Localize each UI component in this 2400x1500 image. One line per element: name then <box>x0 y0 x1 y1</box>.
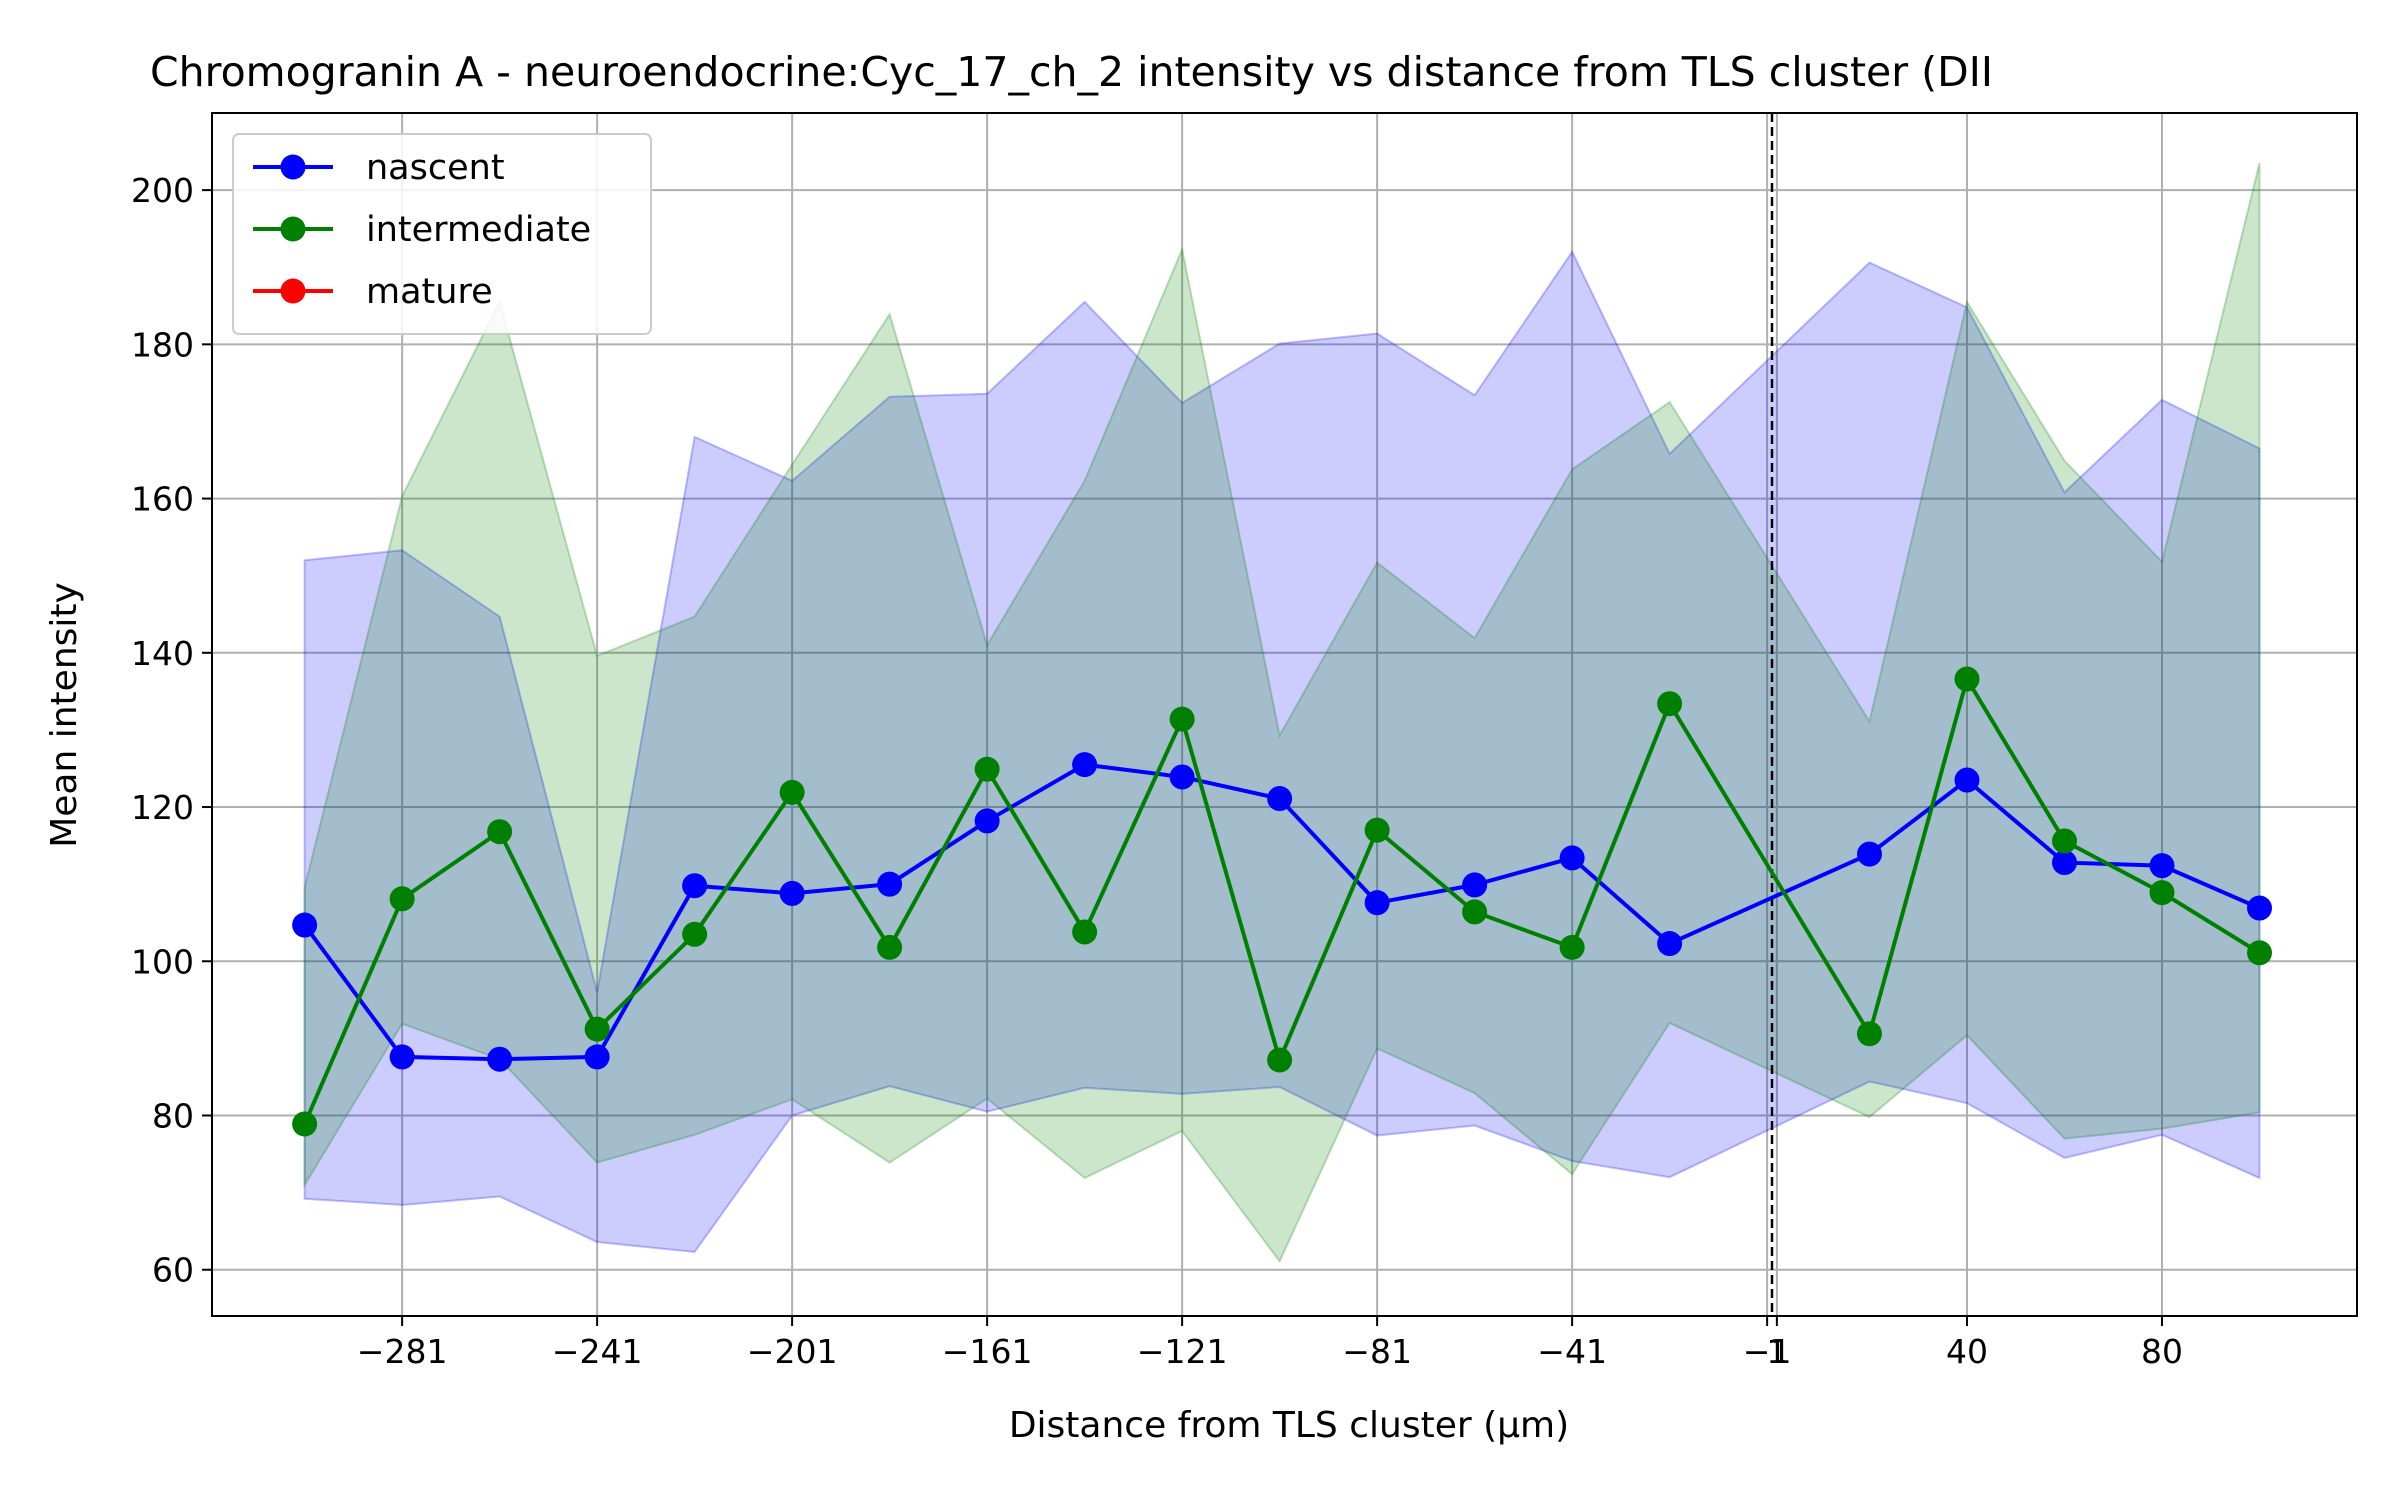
plot-frame <box>211 112 2358 1317</box>
intermediate-point <box>1657 691 1683 717</box>
nascent-point <box>389 1044 415 1070</box>
nascent-point <box>1657 931 1683 957</box>
intermediate-point <box>292 1111 318 1137</box>
intermediate-point <box>389 886 415 912</box>
legend: nascent intermediate mature <box>232 133 652 335</box>
nascent-point <box>584 1044 610 1070</box>
nascent-point <box>1364 890 1390 916</box>
intermediate-point <box>1364 817 1390 843</box>
legend-box <box>232 133 652 335</box>
intermediate-point <box>1072 919 1098 945</box>
legend-swatch-marker <box>280 278 306 304</box>
nascent-point <box>1559 845 1585 871</box>
nascent-point <box>2247 895 2272 921</box>
x-tick-label: 40 <box>1946 1332 1988 1371</box>
nascent-point <box>2052 850 2077 876</box>
intermediate-point <box>877 934 903 960</box>
nascent-point <box>2149 853 2175 879</box>
nascent-point <box>1072 752 1098 778</box>
intermediate-point <box>2149 880 2175 906</box>
nascent-point <box>1169 764 1195 790</box>
legend-label-nascent: nascent <box>366 148 505 188</box>
intermediate-point <box>1857 1021 1882 1047</box>
x-tick-label: −1 <box>1743 1332 1792 1371</box>
intermediate-point <box>974 756 1000 782</box>
legend-swatch-marker <box>280 154 306 180</box>
intermediate-point <box>1169 706 1195 732</box>
nascent-point <box>292 912 318 938</box>
intermediate-point <box>1462 899 1488 925</box>
y-tick-label: 180 <box>131 325 194 364</box>
x-tick-label: −81 <box>1342 1332 1412 1371</box>
legend-label-intermediate: intermediate <box>366 210 591 250</box>
x-tick-label: −281 <box>357 1332 448 1371</box>
chart-title: Chromogranin A - neuroendocrine:Cyc_17_c… <box>150 48 1993 96</box>
intermediate-point <box>682 921 708 947</box>
intermediate-point <box>2247 940 2272 966</box>
y-tick-label: 140 <box>131 634 194 673</box>
x-tick-label: 80 <box>2141 1332 2183 1371</box>
y-axis-label: Mean intensity <box>44 582 85 848</box>
nascent-point <box>1857 841 1882 867</box>
y-axis-ticks: 60 80 100 120 140 160 180 200 <box>131 171 212 1290</box>
x-tick-label: −201 <box>747 1332 838 1371</box>
nascent-point <box>974 808 1000 834</box>
intermediate-point <box>2052 828 2077 854</box>
y-tick-label: 200 <box>131 171 194 210</box>
intermediate-point <box>584 1016 610 1042</box>
nascent-point <box>1954 767 1980 793</box>
nascent-line <box>303 762 2261 1062</box>
y-tick-label: 80 <box>152 1097 194 1136</box>
x-tick-label: −161 <box>942 1332 1033 1371</box>
x-tick-label: −241 <box>552 1332 643 1371</box>
y-tick-label: 100 <box>131 942 194 981</box>
x-axis-ticks: −281 −241 −201 −161 −121 −81 −41 −11 40 80 <box>357 1316 2183 1371</box>
x-tick-label: −41 <box>1537 1332 1607 1371</box>
intermediate-point <box>1954 666 1980 692</box>
legend-swatch-marker <box>280 216 306 242</box>
intermediate-point <box>1267 1047 1293 1073</box>
intermediate-line <box>302 673 2261 1125</box>
legend-label-mature: mature <box>366 272 493 312</box>
y-tick-label: 60 <box>152 1251 194 1290</box>
nascent-point <box>487 1046 513 1072</box>
y-tick-label: 120 <box>131 788 194 827</box>
x-tick-label: −121 <box>1137 1332 1228 1371</box>
y-tick-label: 160 <box>131 480 194 519</box>
intermediate-point <box>487 819 513 845</box>
nascent-point <box>1267 786 1293 812</box>
intermediate-point <box>1559 934 1585 960</box>
x-axis-label: Distance from TLS cluster (μm) <box>1009 1405 1569 1446</box>
series-lines <box>292 666 2272 1137</box>
nascent-point <box>779 880 805 906</box>
nascent-point <box>877 871 903 897</box>
nascent-point <box>1462 872 1488 898</box>
intermediate-point <box>779 779 805 805</box>
x-tick-label: 1 <box>1766 1332 1787 1371</box>
nascent-point <box>682 873 708 899</box>
